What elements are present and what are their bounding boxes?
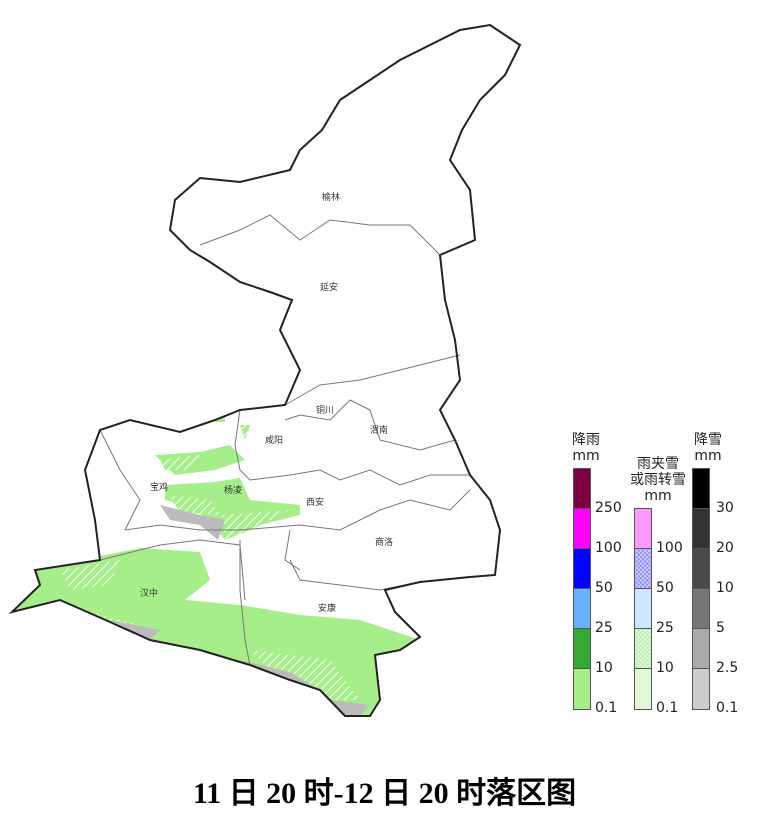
snow-legend-tick: 0.1 — [716, 700, 739, 716]
rain-legend-tick: 100 — [595, 540, 622, 556]
city-label-baoji: 宝鸡 — [150, 481, 168, 493]
rain-legend-swatch — [574, 509, 590, 549]
snow-legend-tick: 30 — [716, 500, 734, 516]
rain-legend-tick: 25 — [595, 620, 613, 636]
city-label-xian: 西安 — [306, 496, 324, 508]
city-label-xianyang: 咸阳 — [265, 434, 283, 446]
sleet-legend-swatch — [635, 589, 651, 629]
sleet-legend-swatch — [635, 669, 651, 709]
precipitation-map: 榆林 延安 铜川 渭南 咸阳 宝鸡 杨凌 西安 商洛 汉中 安康 — [11, 24, 521, 717]
legend-rain-title: 降雨 — [572, 432, 600, 448]
city-label-yulin: 榆林 — [322, 191, 340, 203]
sleet-area-south — [60, 560, 360, 700]
legend-snow-unit: mm — [694, 448, 722, 464]
city-boundaries — [99, 214, 471, 666]
rain-legend-swatch — [574, 469, 590, 509]
rain-legend-swatch — [574, 629, 590, 669]
sleet-legend-tick: 10 — [656, 660, 674, 676]
city-label-yangling: 杨凌 — [224, 484, 242, 496]
legend-sleet-unit: mm — [644, 488, 672, 504]
legend-snow-colorbar — [692, 468, 710, 710]
snow-legend-swatch — [693, 589, 709, 629]
map-title: 11 日 20 时-12 日 20 时落区图 — [192, 777, 577, 810]
snow-legend-tick: 20 — [716, 540, 734, 556]
snow-legend-tick: 5 — [716, 620, 725, 636]
snow-area-baoji — [160, 505, 225, 540]
snow-area-south — [110, 620, 370, 716]
sleet-area-baoji — [160, 425, 290, 540]
city-labels: 榆林 延安 铜川 渭南 咸阳 宝鸡 杨凌 西安 商洛 汉中 安康 — [140, 191, 393, 614]
legend-sleet-title-2: 或雨转雪 — [630, 472, 686, 488]
rain-legend-tick: 250 — [595, 500, 622, 516]
rain-legend-tick: 50 — [595, 580, 613, 596]
city-label-yanan: 延安 — [320, 281, 338, 293]
sleet-legend-tick: 100 — [656, 540, 683, 556]
legend-sleet-title-1: 雨夹雪 — [637, 456, 679, 472]
rain-legend-tick: 10 — [595, 660, 613, 676]
snow-legend-swatch — [693, 549, 709, 589]
city-label-tongchuan: 铜川 — [316, 404, 334, 416]
precipitation-areas — [12, 413, 420, 716]
snow-legend-tick: 10 — [716, 580, 734, 596]
sleet-legend-tick: 50 — [656, 580, 674, 596]
legend-rain-colorbar — [573, 468, 591, 710]
sleet-legend-swatch — [635, 629, 651, 669]
sleet-legend-swatch — [635, 549, 651, 589]
city-label-ankang: 安康 — [318, 602, 336, 614]
sleet-legend-tick: 0.1 — [656, 700, 679, 716]
rain-legend-swatch — [574, 549, 590, 589]
legend-sleet-colorbar — [634, 508, 652, 710]
city-label-shangluo: 商洛 — [375, 536, 393, 548]
rain-legend-tick: 0.1 — [595, 700, 618, 716]
snow-legend-swatch — [693, 669, 709, 709]
snow-legend-swatch — [693, 469, 709, 509]
snow-legend-swatch — [693, 509, 709, 549]
legend-rain-unit: mm — [572, 448, 600, 464]
snow-legend-swatch — [693, 629, 709, 669]
sleet-legend-swatch — [635, 509, 651, 549]
snow-legend-tick: 2.5 — [716, 660, 739, 676]
rain-legend-swatch — [574, 669, 590, 709]
rain-legend-swatch — [574, 589, 590, 629]
sleet-legend-tick: 25 — [656, 620, 674, 636]
city-label-hanzhong: 汉中 — [140, 587, 158, 599]
legend-snow-title: 降雪 — [694, 432, 722, 448]
city-label-weinan: 渭南 — [370, 424, 388, 436]
